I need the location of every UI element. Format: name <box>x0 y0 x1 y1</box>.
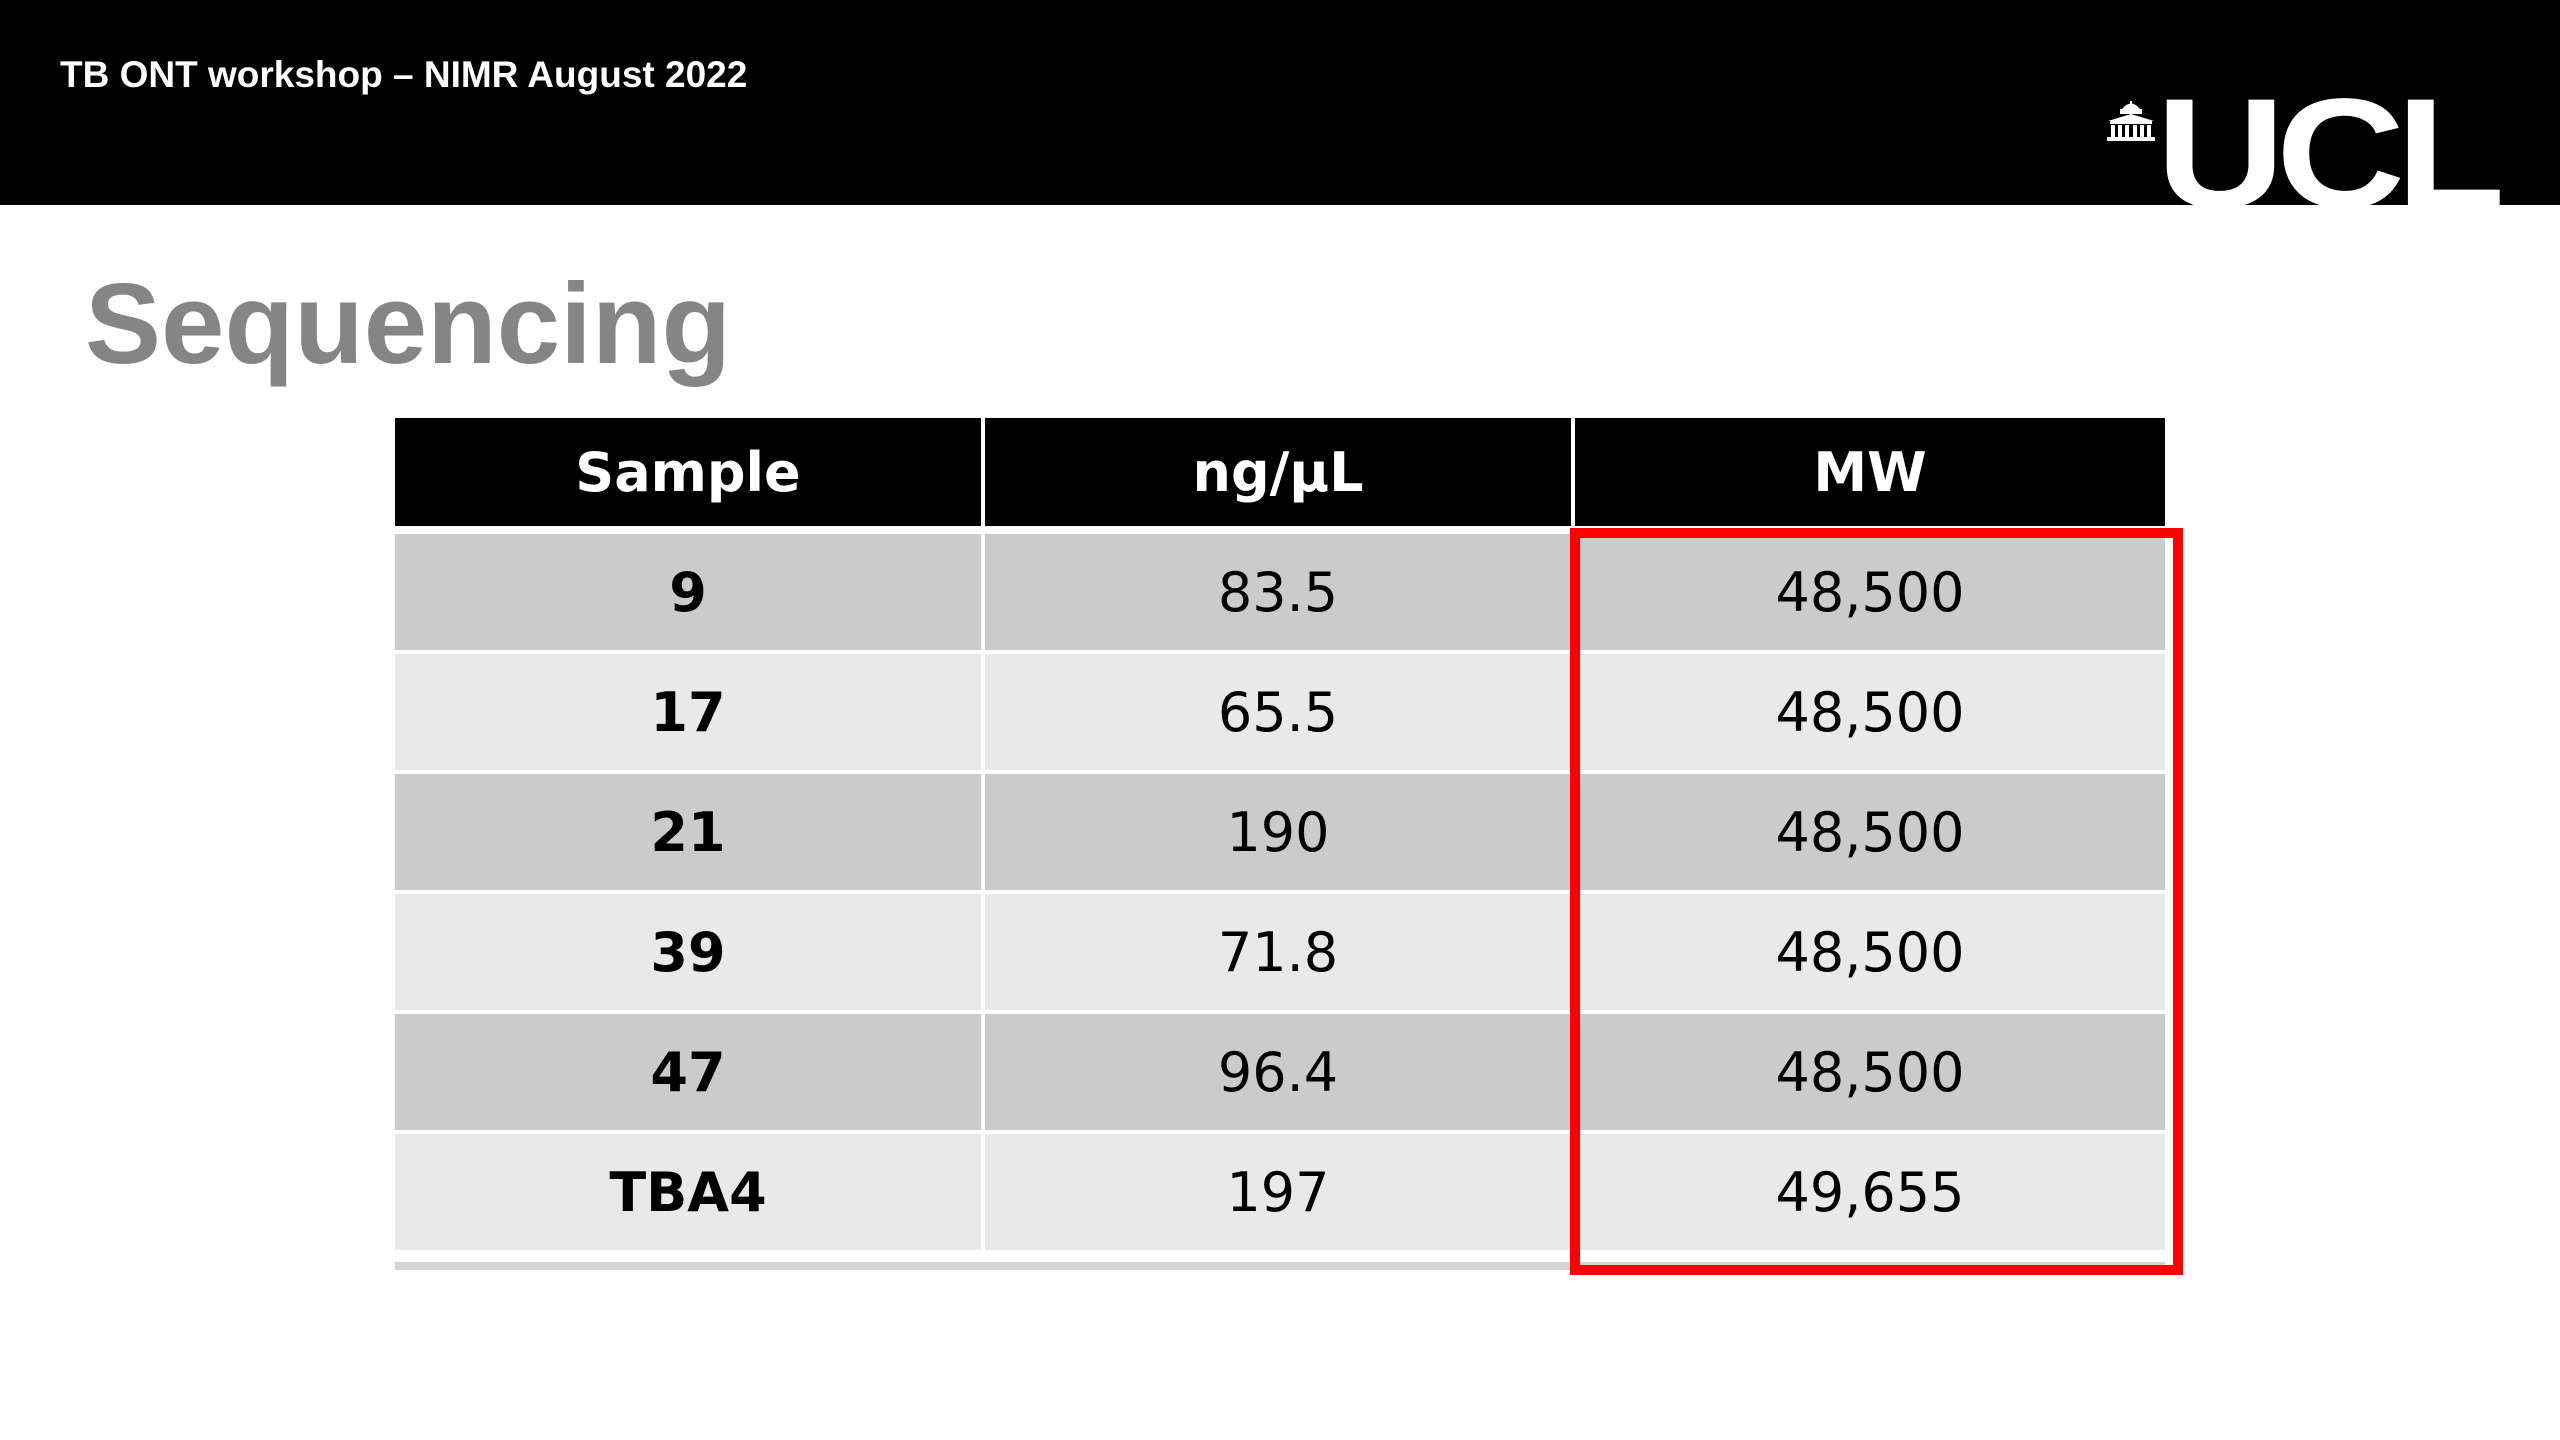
column-header-sample: Sample <box>395 418 985 534</box>
table-bottom-border <box>395 1262 2165 1270</box>
cell-concentration: 65.5 <box>985 654 1575 774</box>
header-text: TB ONT workshop – NIMR August 2022 <box>60 54 748 95</box>
logo-text: UCL <box>2156 95 2500 210</box>
cell-concentration: 190 <box>985 774 1575 894</box>
header-band: TB ONT workshop – NIMR August 2022 UCL <box>0 0 2560 210</box>
portico-icon <box>2107 101 2155 141</box>
cell-mw: 48,500 <box>1575 534 2165 654</box>
cell-mw: 48,500 <box>1575 654 2165 774</box>
cell-mw: 48,500 <box>1575 1014 2165 1134</box>
column-header-concentration: ng/µL <box>985 418 1575 534</box>
table-row: 21 190 48,500 <box>395 774 2165 894</box>
table-row: 17 65.5 48,500 <box>395 654 2165 774</box>
ucl-logo: UCL <box>2107 95 2500 210</box>
cell-sample: TBA4 <box>395 1134 985 1254</box>
slide-title: Sequencing <box>85 261 732 388</box>
table-row: 47 96.4 48,500 <box>395 1014 2165 1134</box>
cell-concentration: 96.4 <box>985 1014 1575 1134</box>
cell-concentration: 197 <box>985 1134 1575 1254</box>
cell-mw: 48,500 <box>1575 774 2165 894</box>
cell-mw: 49,655 <box>1575 1134 2165 1254</box>
data-table: Sample ng/µL MW 9 83.5 48,500 17 65.5 48… <box>395 418 2165 1254</box>
table-header-row: Sample ng/µL MW <box>395 418 2165 534</box>
cell-sample: 9 <box>395 534 985 654</box>
column-header-mw: MW <box>1575 418 2165 534</box>
cell-concentration: 83.5 <box>985 534 1575 654</box>
cell-sample: 47 <box>395 1014 985 1134</box>
cell-mw: 48,500 <box>1575 894 2165 1014</box>
cell-sample: 39 <box>395 894 985 1014</box>
cell-concentration: 71.8 <box>985 894 1575 1014</box>
table-row: TBA4 197 49,655 <box>395 1134 2165 1254</box>
cell-sample: 17 <box>395 654 985 774</box>
table-row: 9 83.5 48,500 <box>395 534 2165 654</box>
table-row: 39 71.8 48,500 <box>395 894 2165 1014</box>
cell-sample: 21 <box>395 774 985 894</box>
